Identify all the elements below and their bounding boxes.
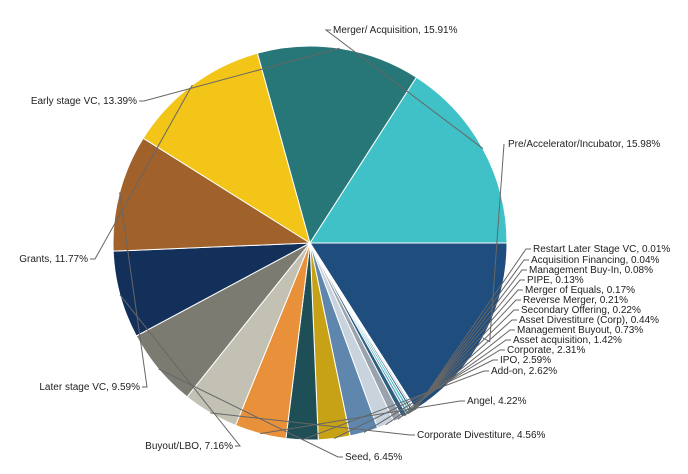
leader-lines-layer: [90, 29, 531, 458]
data-label-corporate: Corporate, 2.31%: [507, 345, 585, 356]
leader-line-seed: [158, 368, 343, 458]
data-label-management-buyout: Management Buyout, 0.73%: [517, 325, 643, 336]
leader-line-merger-acquisition: [324, 29, 484, 149]
leader-line-corporate-divestiture: [210, 412, 415, 436]
leader-line-secondary-offering: [407, 309, 519, 415]
data-label-restart-later-stage-vc: Restart Later Stage VC, 0.01%: [533, 244, 670, 255]
data-label-buyout-lbo: Buyout/LBO, 7.16%: [145, 441, 233, 452]
data-label-seed: Seed, 6.45%: [345, 452, 402, 463]
leader-line-asset-divestiture-corp: [403, 319, 517, 417]
labels-layer: Pre/Accelerator/Incubator, 15.98% Restart…: [19, 25, 670, 463]
data-label-asset-acquisition: Asset acquisition, 1.42%: [513, 335, 622, 346]
data-label-later-stage-vc: Later stage VC, 9.59%: [39, 382, 140, 393]
data-label-angel: Angel, 4.22%: [467, 396, 527, 407]
leader-line-ipo: [334, 359, 498, 439]
leader-line-restart-later-stage-vc: [415, 248, 531, 410]
leader-line-acquisition-financing: [415, 259, 529, 410]
data-label-add-on: Add-on, 2.62%: [491, 366, 557, 377]
leader-line-management-buy-in: [414, 269, 527, 411]
leader-line-merger-of-equals: [411, 289, 523, 412]
slices-layer: [112, 45, 508, 441]
data-label-corporate-divestiture: Corporate Divestiture, 4.56%: [417, 430, 546, 441]
leader-line-asset-acquisition: [385, 339, 511, 426]
leader-line-grants: [90, 84, 193, 260]
data-label-reverse-merger: Reverse Merger, 0.21%: [523, 295, 628, 306]
data-label-grants: Grants, 11.77%: [19, 254, 88, 265]
pie-slice-pre-accelerator-incubator: [309, 242, 508, 410]
data-label-ipo: IPO, 2.59%: [500, 355, 551, 366]
data-label-merger-acquisition: Merger/ Acquisition, 15.91%: [333, 25, 458, 36]
data-label-secondary-offering: Secondary Offering, 0.22%: [521, 305, 641, 316]
leader-line-angel: [260, 400, 465, 435]
data-label-merger-of-equals: Merger of Equals, 0.17%: [525, 285, 635, 296]
leader-line-reverse-merger: [409, 299, 521, 414]
leader-line-corporate: [363, 349, 505, 433]
data-label-asset-divestiture-corp: Asset Divestiture (Corp), 0.44%: [519, 315, 659, 326]
data-label-acquisition-financing: Acquisition Financing, 0.04%: [531, 255, 660, 266]
data-label-early-stage-vc: Early stage VC, 13.39%: [31, 96, 137, 107]
leader-line-buyout-lbo: [119, 294, 242, 447]
leader-line-pipe: [413, 279, 525, 411]
data-label-pre-accelerator-incubator: Pre/Accelerator/Incubator, 15.98%: [508, 139, 660, 150]
data-label-management-buy-in: Management Buy-In, 0.08%: [529, 265, 653, 276]
data-label-pipe: PIPE, 0.13%: [527, 275, 584, 286]
leader-line-early-stage-vc: [139, 47, 340, 102]
leader-line-later-stage-vc: [119, 192, 148, 388]
leader-line-pre-accelerator-incubator: [482, 143, 505, 343]
